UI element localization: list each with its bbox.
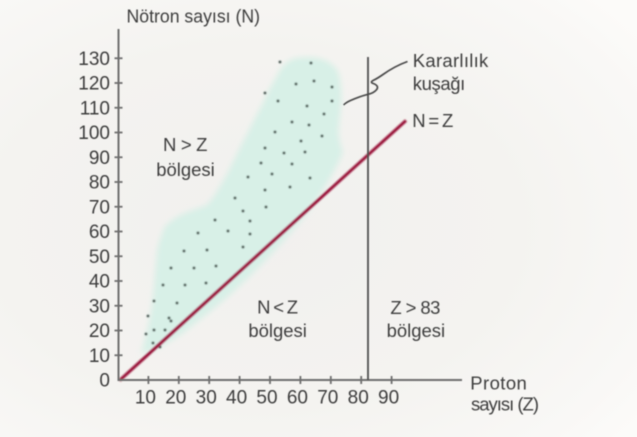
svg-text:bölgesi: bölgesi — [156, 159, 215, 180]
svg-text:sayısı (Z): sayısı (Z) — [471, 394, 539, 415]
svg-text:kuşağı: kuşağı — [413, 73, 466, 94]
svg-text:Nötron sayısı (N): Nötron sayısı (N) — [127, 5, 261, 26]
svg-text:N > Z: N > Z — [163, 134, 208, 155]
svg-text:70: 70 — [89, 197, 110, 218]
svg-text:20: 20 — [89, 321, 110, 342]
svg-text:80: 80 — [89, 173, 110, 194]
svg-text:N = Z: N = Z — [412, 110, 453, 131]
svg-text:70: 70 — [317, 387, 338, 408]
svg-text:80: 80 — [348, 387, 369, 408]
svg-text:30: 30 — [196, 387, 217, 408]
svg-text:50: 50 — [89, 247, 110, 268]
svg-text:120: 120 — [78, 74, 110, 95]
svg-text:40: 40 — [226, 387, 247, 408]
svg-text:10: 10 — [89, 346, 110, 367]
svg-text:bölgesi: bölgesi — [387, 320, 446, 341]
svg-text:60: 60 — [287, 387, 308, 408]
svg-text:bölgesi: bölgesi — [248, 320, 307, 341]
svg-text:Z > 83: Z > 83 — [390, 297, 440, 318]
svg-text:N < Z: N < Z — [257, 297, 298, 318]
svg-text:30: 30 — [89, 296, 110, 317]
svg-text:40: 40 — [89, 272, 110, 293]
svg-text:20: 20 — [165, 387, 186, 408]
svg-text:110: 110 — [80, 98, 110, 119]
svg-text:130: 130 — [78, 49, 110, 70]
svg-text:90: 90 — [89, 148, 110, 169]
svg-text:50: 50 — [256, 387, 277, 408]
svg-text:Kararlılık: Kararlılık — [413, 50, 489, 71]
svg-text:90: 90 — [378, 387, 399, 408]
svg-text:Proton: Proton — [470, 372, 527, 393]
svg-text:0: 0 — [99, 371, 110, 392]
svg-text:10: 10 — [135, 387, 156, 408]
svg-text:100: 100 — [78, 123, 110, 144]
svg-text:60: 60 — [89, 222, 110, 243]
